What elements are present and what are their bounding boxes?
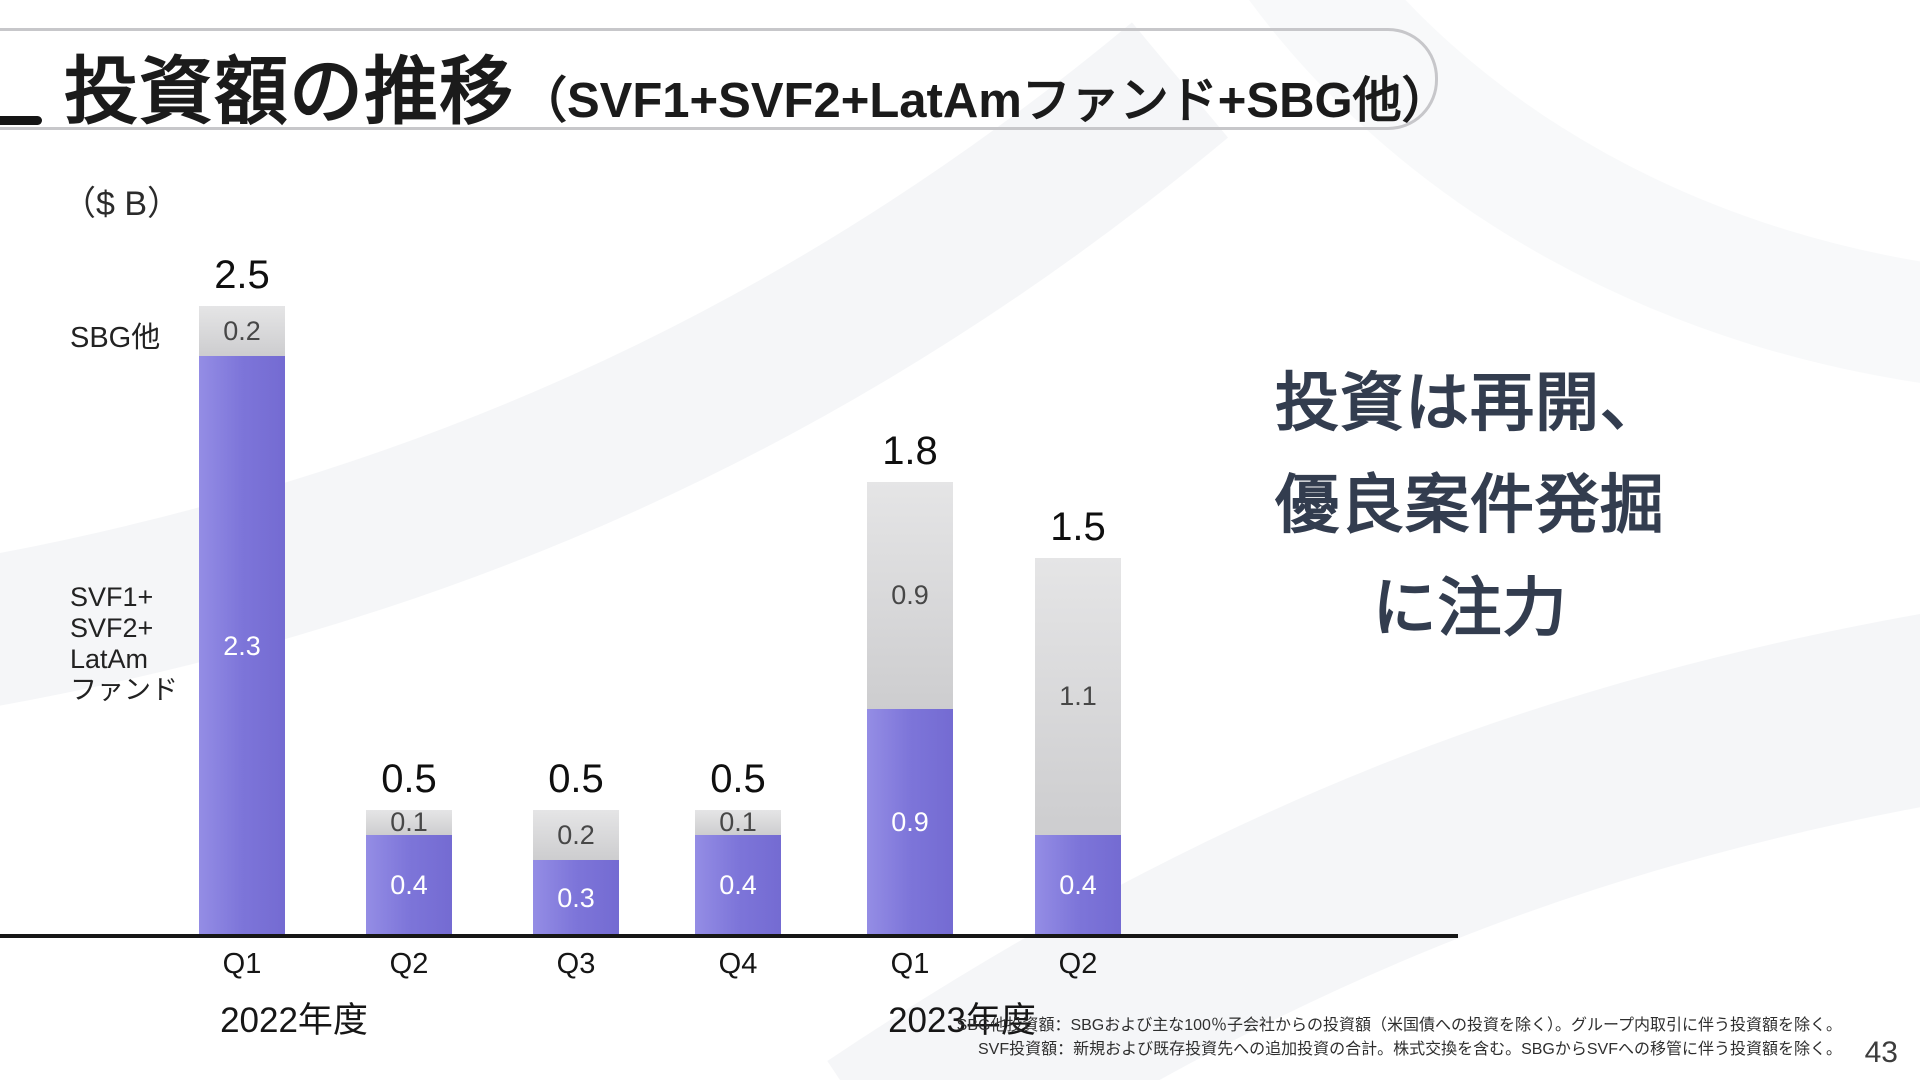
series-label-sbg: SBG他: [70, 322, 161, 354]
segment-value-label: 2.3: [223, 630, 261, 661]
key-message-line: 優良案件発掘: [1275, 469, 1665, 542]
key-message: 投資は再開、 優良案件発掘 に注力: [1180, 352, 1760, 659]
footnote-line: SBG他投資額：SBGおよび主な100％子会社からの投資額（米国債への投資を除く…: [956, 1017, 1842, 1034]
key-message-line: 投資は再開、: [1275, 367, 1665, 439]
bar-segment-sbg: 0.1: [366, 807, 452, 837]
bar-segment-sbg: 0.9: [867, 482, 953, 709]
segment-value-label: 0.1: [719, 807, 757, 837]
bar-segment-svf: 0.4: [695, 835, 781, 936]
x-axis-line: [0, 934, 1458, 938]
bar-segment-svf: 0.4: [1035, 835, 1121, 936]
series-label-svf: SVF1+ SVF2+ LatAm ファンド: [70, 582, 220, 706]
page-number: 43: [1864, 1036, 1898, 1069]
segment-value-label: 0.2: [223, 315, 261, 346]
x-axis-category-label: Q4: [718, 948, 758, 980]
bar-segment-sbg: 1.1: [1035, 558, 1121, 835]
bar-segment-sbg: 0.1: [695, 807, 781, 837]
bar-segment-svf: 2.3: [199, 356, 285, 936]
segment-value-label: 1.1: [1059, 681, 1097, 711]
slide-title: 投資額の推移 （SVF1+SVF2+LatAmファンド+SBG他）: [64, 32, 1451, 139]
segment-value-label: 0.3: [557, 882, 595, 913]
x-axis-category-label: Q1: [890, 948, 930, 980]
series-label-svf-line: ファンド: [70, 675, 178, 705]
segment-value-label: 0.4: [390, 870, 428, 900]
title-outline: [0, 28, 1438, 130]
unit-label: （$ B）: [62, 185, 182, 223]
segment-value-label: 0.1: [390, 807, 428, 837]
bar-segment-svf: 0.4: [366, 835, 452, 936]
bar-segment-svf: 0.3: [533, 860, 619, 936]
fiscal-year-label: 2022年度: [220, 1001, 368, 1040]
bar-total-label: 1.8: [882, 429, 938, 473]
bar-total-label: 0.5: [381, 757, 437, 801]
bar-total-label: 1.5: [1050, 505, 1106, 549]
series-label-svf-line: SVF2+: [70, 613, 154, 643]
segment-value-label: 0.4: [719, 870, 757, 900]
segment-value-label: 0.4: [1059, 870, 1097, 900]
key-message-line: に注力: [1372, 571, 1568, 644]
series-label-svf-line: SVF1+: [70, 582, 154, 612]
segment-value-label: 0.9: [891, 580, 929, 610]
bar-total-label: 0.5: [710, 757, 766, 801]
slide-title-main: 投資額の推移: [64, 50, 514, 133]
x-axis-category-label: Q3: [556, 948, 596, 980]
bar-total-label: 2.5: [214, 253, 270, 297]
x-axis-category-label: Q2: [1058, 948, 1098, 980]
series-label-svf-line: LatAm: [70, 644, 149, 674]
slide-title-suffix: （SVF1+SVF2+LatAmファンド+SBG他）: [518, 74, 1451, 128]
bar-segment-svf: 0.9: [867, 709, 953, 936]
bar-segment-sbg: 0.2: [533, 810, 619, 860]
x-axis-category-label: Q1: [222, 948, 262, 980]
fiscal-year-label: 2023年度: [888, 1001, 1036, 1040]
footnote-line: SVF投資額：新規および既存投資先への追加投資の合計。株式交換を含む。SBGから…: [977, 1041, 1842, 1058]
bar-total-label: 0.5: [548, 757, 604, 801]
footnotes: SBG他投資額：SBGおよび主な100％子会社からの投資額（米国債への投資を除く…: [957, 1014, 1842, 1062]
bar-segment-sbg: 0.2: [199, 306, 285, 356]
segment-value-label: 0.9: [891, 807, 929, 837]
segment-value-label: 0.2: [557, 819, 595, 850]
x-axis-category-label: Q2: [389, 948, 429, 980]
title-accent-line: [0, 116, 42, 125]
